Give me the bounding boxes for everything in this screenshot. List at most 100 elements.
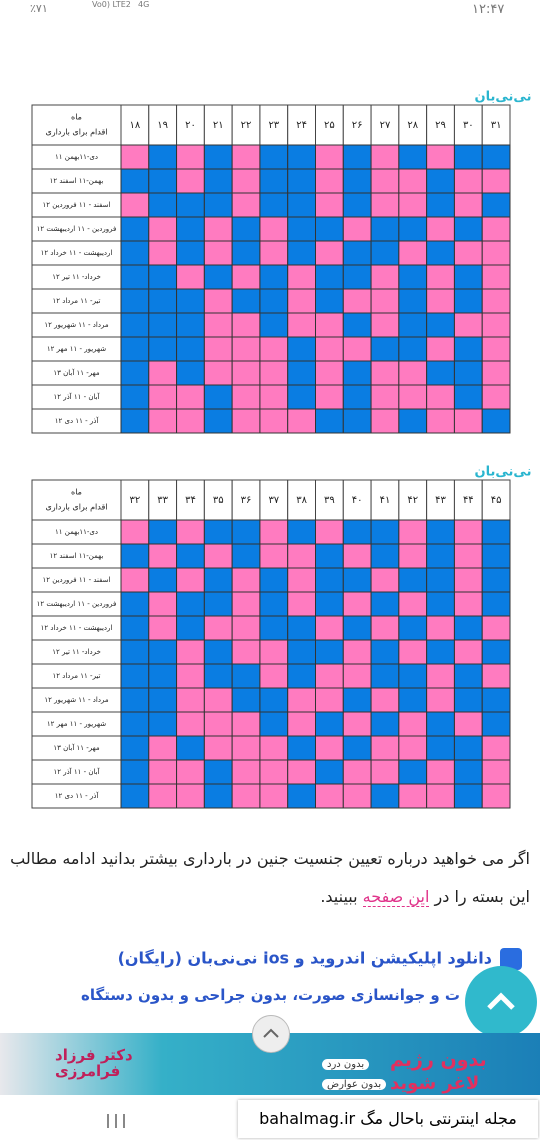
cell <box>426 336 455 362</box>
ad-text: فرامرزی <box>55 1062 121 1080</box>
column-label: ۳۳ <box>157 495 168 506</box>
column-label: ۳۱ <box>491 120 502 131</box>
cell <box>231 567 261 593</box>
cell <box>398 639 428 665</box>
cell <box>426 759 455 785</box>
cell <box>176 192 205 218</box>
cell <box>203 144 233 170</box>
column-label: ۲۰ <box>185 120 196 131</box>
cell <box>481 759 511 785</box>
cell <box>370 264 400 290</box>
cell <box>176 336 205 362</box>
ad-toggle[interactable] <box>252 1015 290 1053</box>
cell <box>370 543 400 569</box>
cell <box>315 591 344 617</box>
row-label: ۱۲ آبان - ۱۱ آذر <box>53 392 100 401</box>
cell <box>370 567 400 593</box>
cell <box>231 336 261 362</box>
cell <box>203 783 233 809</box>
row-label-cell <box>31 759 122 785</box>
cell <box>287 639 317 665</box>
cell <box>176 783 205 809</box>
cell <box>398 735 428 761</box>
corner-label: اقدام برای بارداری <box>45 128 107 137</box>
cell <box>120 144 150 170</box>
cell <box>231 312 261 338</box>
network: 4G <box>138 0 150 9</box>
cell <box>370 216 400 242</box>
ad-tagline: لاغر شوید <box>390 1073 480 1094</box>
cell <box>148 567 178 593</box>
row-label-cell <box>31 312 122 338</box>
cell <box>315 312 344 338</box>
cell <box>176 360 205 386</box>
cell <box>426 591 455 617</box>
cell <box>426 783 455 809</box>
cell <box>176 240 205 266</box>
cell <box>342 759 372 785</box>
cell <box>231 543 261 569</box>
cell <box>287 408 317 434</box>
header-cell <box>315 479 344 521</box>
cell <box>148 288 178 314</box>
row-label-cell <box>31 168 122 194</box>
cell <box>315 408 344 434</box>
download-link[interactable]: دانلود اپلیکیشن اندروید و ios نی‌نی‌بان … <box>102 948 522 970</box>
battery: ٪۷۱ <box>30 2 48 15</box>
cell <box>148 192 178 218</box>
cell <box>120 567 150 593</box>
cell <box>453 639 483 665</box>
cell <box>481 168 511 194</box>
cell <box>453 519 483 545</box>
link[interactable]: این صفحه <box>362 887 430 907</box>
cell <box>259 663 289 689</box>
column-label: ۲۸ <box>407 120 418 131</box>
cell <box>231 384 261 410</box>
row-label: ۱۲ بهمن-۱۱ اسفند <box>50 177 104 185</box>
cell <box>342 336 372 362</box>
cell <box>426 543 455 569</box>
row-label-cell <box>31 687 122 713</box>
cell <box>287 384 317 410</box>
nav-recent[interactable] <box>105 1112 129 1130</box>
column-label: ۳۴ <box>185 495 196 506</box>
cell <box>342 711 372 737</box>
scroll-top-button[interactable] <box>465 966 537 1038</box>
row-label-cell <box>31 216 122 242</box>
cell <box>370 312 400 338</box>
cell <box>287 519 317 545</box>
cell <box>120 735 150 761</box>
cell <box>398 192 428 218</box>
cell <box>287 216 317 242</box>
cell <box>398 288 428 314</box>
teaser[interactable]: ت و جوانسازی صورت، بدون جراحی و بدون دست… <box>81 986 460 1004</box>
cell <box>453 591 483 617</box>
cell <box>453 663 483 689</box>
cell <box>370 735 400 761</box>
cell <box>481 591 511 617</box>
cell <box>148 615 178 641</box>
cell <box>453 264 483 290</box>
cell <box>315 336 344 362</box>
ad-doctor: دکتر فرزاد فرامرزی <box>55 1047 133 1079</box>
column-label: ۴۵ <box>491 495 502 506</box>
cell <box>176 144 205 170</box>
ad-banner[interactable]: دکتر فرزاد فرامرزی بدون رژیم لاغر شوید بد… <box>0 1015 540 1095</box>
cell <box>453 759 483 785</box>
cell <box>203 639 233 665</box>
cell <box>120 168 150 194</box>
cell <box>426 216 455 242</box>
cell <box>148 519 178 545</box>
cell <box>342 264 372 290</box>
cell <box>453 240 483 266</box>
cell <box>481 663 511 689</box>
cell <box>398 783 428 809</box>
cell <box>398 312 428 338</box>
cell <box>259 192 289 218</box>
cell <box>342 567 372 593</box>
row-label: ۱۲ مرداد - ۱۱ شهریور <box>44 321 108 329</box>
cell <box>342 168 372 194</box>
cell <box>148 240 178 266</box>
cell <box>342 519 372 545</box>
cell <box>120 312 150 338</box>
